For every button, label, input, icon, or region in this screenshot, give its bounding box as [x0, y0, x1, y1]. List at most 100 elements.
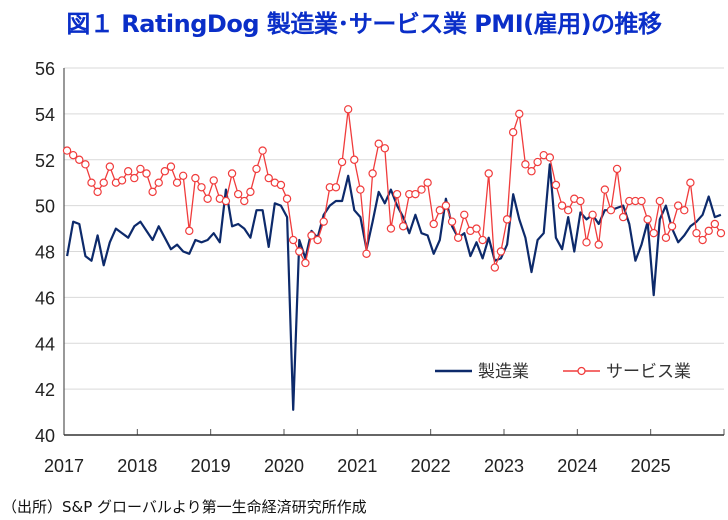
- data-point: [527, 167, 536, 176]
- data-point: [313, 235, 322, 245]
- data-point: [136, 164, 145, 174]
- data-point: [661, 233, 671, 242]
- data-point: [533, 157, 542, 167]
- data-point: [496, 247, 506, 256]
- data-point: [429, 219, 438, 229]
- data-point: [649, 228, 658, 238]
- data-point: [551, 180, 561, 190]
- data-point: [692, 228, 701, 238]
- data-point: [343, 105, 353, 114]
- data-point: [99, 178, 108, 187]
- data-point: [515, 109, 524, 119]
- data-point: [643, 215, 652, 224]
- data-point: [386, 224, 396, 233]
- data-point: [423, 178, 432, 187]
- series-group: [62, 105, 726, 411]
- data-point: [508, 128, 518, 137]
- data-point: [252, 164, 261, 174]
- x-tick-label: 2020: [264, 456, 304, 476]
- data-point: [148, 187, 157, 197]
- data-point: [502, 215, 512, 224]
- data-point: [337, 157, 347, 167]
- y-tick-label: 56: [35, 59, 55, 79]
- data-point: [288, 235, 298, 245]
- data-point: [166, 162, 176, 171]
- data-point: [576, 196, 585, 206]
- data-point: [221, 196, 231, 206]
- data-point: [667, 222, 677, 231]
- data-point: [398, 222, 408, 231]
- data-point: [680, 206, 689, 215]
- y-tick-label: 42: [35, 380, 55, 400]
- data-point: [478, 235, 487, 245]
- data-point: [362, 249, 371, 258]
- y-tick-label: 40: [35, 426, 55, 446]
- x-tick-label: 2017: [44, 456, 84, 476]
- data-point: [123, 167, 133, 176]
- chart-title: 図１ RatingDog 製造業･サービス業 PMI(雇用)の推移: [66, 10, 662, 38]
- data-point: [557, 201, 567, 210]
- x-tick-label: 2022: [411, 456, 451, 476]
- data-point: [68, 150, 78, 160]
- y-tick-label: 52: [35, 151, 55, 171]
- data-point: [600, 185, 610, 194]
- data-point: [105, 162, 115, 171]
- data-point: [93, 187, 102, 197]
- legend: 製造業 サービス業: [435, 362, 691, 382]
- data-point: [154, 178, 163, 187]
- data-point: [545, 153, 555, 162]
- data-point: [227, 169, 237, 178]
- data-point: [521, 160, 530, 169]
- data-point: [704, 226, 713, 236]
- data-point: [130, 173, 139, 183]
- data-point: [209, 176, 218, 185]
- data-point: [197, 183, 206, 192]
- data-point: [191, 173, 200, 183]
- data-point: [142, 169, 151, 178]
- y-tick-label: 44: [35, 334, 55, 354]
- data-point: [178, 171, 188, 181]
- data-point: [637, 196, 646, 206]
- data-point: [435, 206, 445, 215]
- data-point: [350, 155, 359, 164]
- data-point: [117, 176, 127, 185]
- data-point: [264, 173, 273, 183]
- data-point: [246, 187, 255, 197]
- legend-marker-services: [577, 366, 586, 376]
- x-tick-label: 2023: [484, 456, 524, 476]
- data-point: [618, 212, 628, 222]
- data-point: [392, 189, 402, 199]
- data-point: [240, 196, 249, 206]
- series-line: [66, 108, 722, 269]
- data-point: [172, 178, 182, 187]
- data-point: [331, 183, 341, 192]
- data-point: [282, 194, 292, 203]
- data-point: [673, 201, 683, 210]
- data-point: [368, 169, 377, 178]
- data-point: [380, 144, 390, 153]
- data-point: [563, 206, 573, 215]
- y-tick-label: 54: [35, 105, 55, 125]
- data-point: [594, 240, 603, 249]
- data-point: [606, 206, 616, 215]
- x-tick-label: 2025: [631, 456, 671, 476]
- data-point: [710, 219, 720, 229]
- y-tick-label: 48: [35, 243, 55, 263]
- data-point: [160, 167, 170, 176]
- data-point: [453, 233, 463, 242]
- data-point: [686, 178, 695, 187]
- data-point: [716, 228, 726, 238]
- legend-label-manufacturing: 製造業: [478, 362, 529, 382]
- y-axis-ticks: 40 42 44 46 48 50 52 54 56: [35, 59, 55, 446]
- data-point: [185, 226, 194, 236]
- data-point: [295, 247, 304, 256]
- y-tick-label: 50: [35, 197, 55, 217]
- data-point: [203, 194, 212, 203]
- data-point: [319, 217, 328, 226]
- data-point: [582, 238, 591, 247]
- x-tick-label: 2018: [117, 456, 157, 476]
- data-point: [307, 231, 316, 240]
- data-point: [81, 160, 90, 169]
- x-tick-label: 2024: [557, 456, 597, 476]
